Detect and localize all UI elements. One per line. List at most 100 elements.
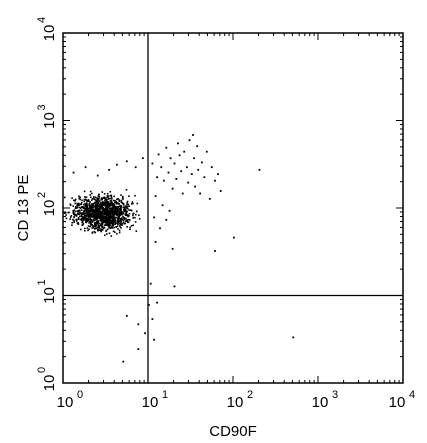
cell-event: [178, 154, 181, 157]
cell-event: [125, 189, 128, 191]
cell-event: [113, 199, 115, 202]
cell-event: [107, 214, 110, 216]
cell-event: [201, 161, 203, 164]
cell-event: [110, 202, 112, 205]
cell-event: [75, 214, 77, 216]
cell-event: [73, 211, 75, 214]
cell-event: [95, 210, 97, 212]
cell-event: [192, 134, 194, 136]
cell-event: [80, 215, 83, 217]
cell-event: [107, 203, 110, 206]
cell-event: [108, 227, 110, 229]
cell-event: [134, 216, 136, 219]
cell-event: [78, 213, 80, 216]
cell-event: [103, 217, 106, 219]
cell-event: [122, 212, 125, 214]
cell-event: [99, 205, 102, 208]
cell-event: [107, 198, 110, 200]
cell-event: [105, 197, 107, 199]
cell-event: [110, 196, 113, 198]
cell-event: [112, 215, 115, 217]
cell-event: [90, 207, 92, 210]
cell-event: [83, 190, 86, 193]
cell-event: [76, 206, 79, 208]
x-tick-label: 10 1: [142, 389, 168, 411]
y-tick-exponent: 3: [36, 104, 48, 110]
x-tick-label: 10 3: [312, 389, 338, 411]
cell-event: [89, 209, 92, 211]
cell-event: [89, 225, 91, 228]
cell-event: [111, 197, 113, 200]
cell-event: [118, 203, 120, 205]
cell-event: [83, 200, 85, 203]
cell-event: [89, 205, 91, 207]
cell-event: [77, 210, 79, 212]
cell-event: [88, 202, 91, 205]
cell-event: [110, 194, 112, 197]
cell-event: [86, 202, 88, 204]
cell-event: [97, 202, 100, 204]
cell-event: [104, 234, 106, 237]
cell-event: [91, 211, 94, 213]
cell-event: [70, 215, 73, 217]
cell-event: [120, 206, 123, 208]
cell-event: [217, 173, 219, 175]
cell-event: [99, 224, 101, 227]
cell-event: [108, 232, 111, 235]
cell-event: [102, 202, 104, 205]
cell-event: [203, 176, 206, 179]
cell-event: [88, 210, 90, 212]
cell-event: [82, 206, 85, 208]
cell-event: [165, 218, 168, 221]
cell-event: [106, 224, 109, 227]
axes-layer: [62, 32, 404, 384]
cell-event: [103, 218, 106, 220]
cell-event: [114, 212, 116, 215]
cell-event: [125, 210, 127, 212]
cell-event: [98, 226, 100, 228]
cell-event: [94, 198, 96, 201]
cell-event: [97, 229, 99, 232]
cell-event: [92, 225, 94, 227]
cell-event: [101, 200, 104, 203]
cell-event: [183, 150, 186, 153]
cell-event: [188, 139, 191, 142]
cell-event: [94, 224, 96, 226]
data-points: [63, 134, 295, 363]
cell-event: [94, 228, 96, 230]
cell-event: [74, 207, 77, 210]
cell-event: [108, 223, 111, 226]
cell-event: [116, 210, 119, 212]
cell-event: [118, 222, 121, 224]
x-tick-base: 10: [57, 394, 74, 411]
x-tick-base: 10: [312, 394, 329, 411]
cell-event: [110, 199, 113, 202]
cell-event: [118, 229, 121, 232]
cell-event: [117, 223, 119, 226]
cell-event: [69, 216, 72, 218]
cell-event: [122, 203, 125, 206]
cell-event: [98, 195, 101, 198]
cell-event: [117, 198, 119, 200]
cell-event: [108, 204, 110, 207]
cell-event: [101, 221, 103, 223]
cell-event: [89, 214, 92, 217]
cell-event: [111, 210, 113, 213]
cell-event: [154, 195, 157, 197]
cell-event: [113, 195, 115, 198]
cell-event: [132, 224, 134, 227]
cell-event: [96, 221, 98, 223]
cell-event: [135, 213, 137, 216]
cell-event: [81, 214, 83, 216]
cell-event: [71, 221, 73, 224]
x-tick-exponent: 3: [332, 389, 338, 401]
cell-event: [97, 195, 100, 197]
cell-event: [95, 208, 97, 211]
cell-event: [117, 216, 119, 218]
cell-event: [117, 213, 119, 215]
cell-event: [161, 204, 164, 207]
cell-event: [100, 228, 102, 230]
cell-event: [65, 214, 67, 216]
cell-event: [120, 199, 123, 202]
x-axis-title: CD90F: [209, 423, 257, 440]
